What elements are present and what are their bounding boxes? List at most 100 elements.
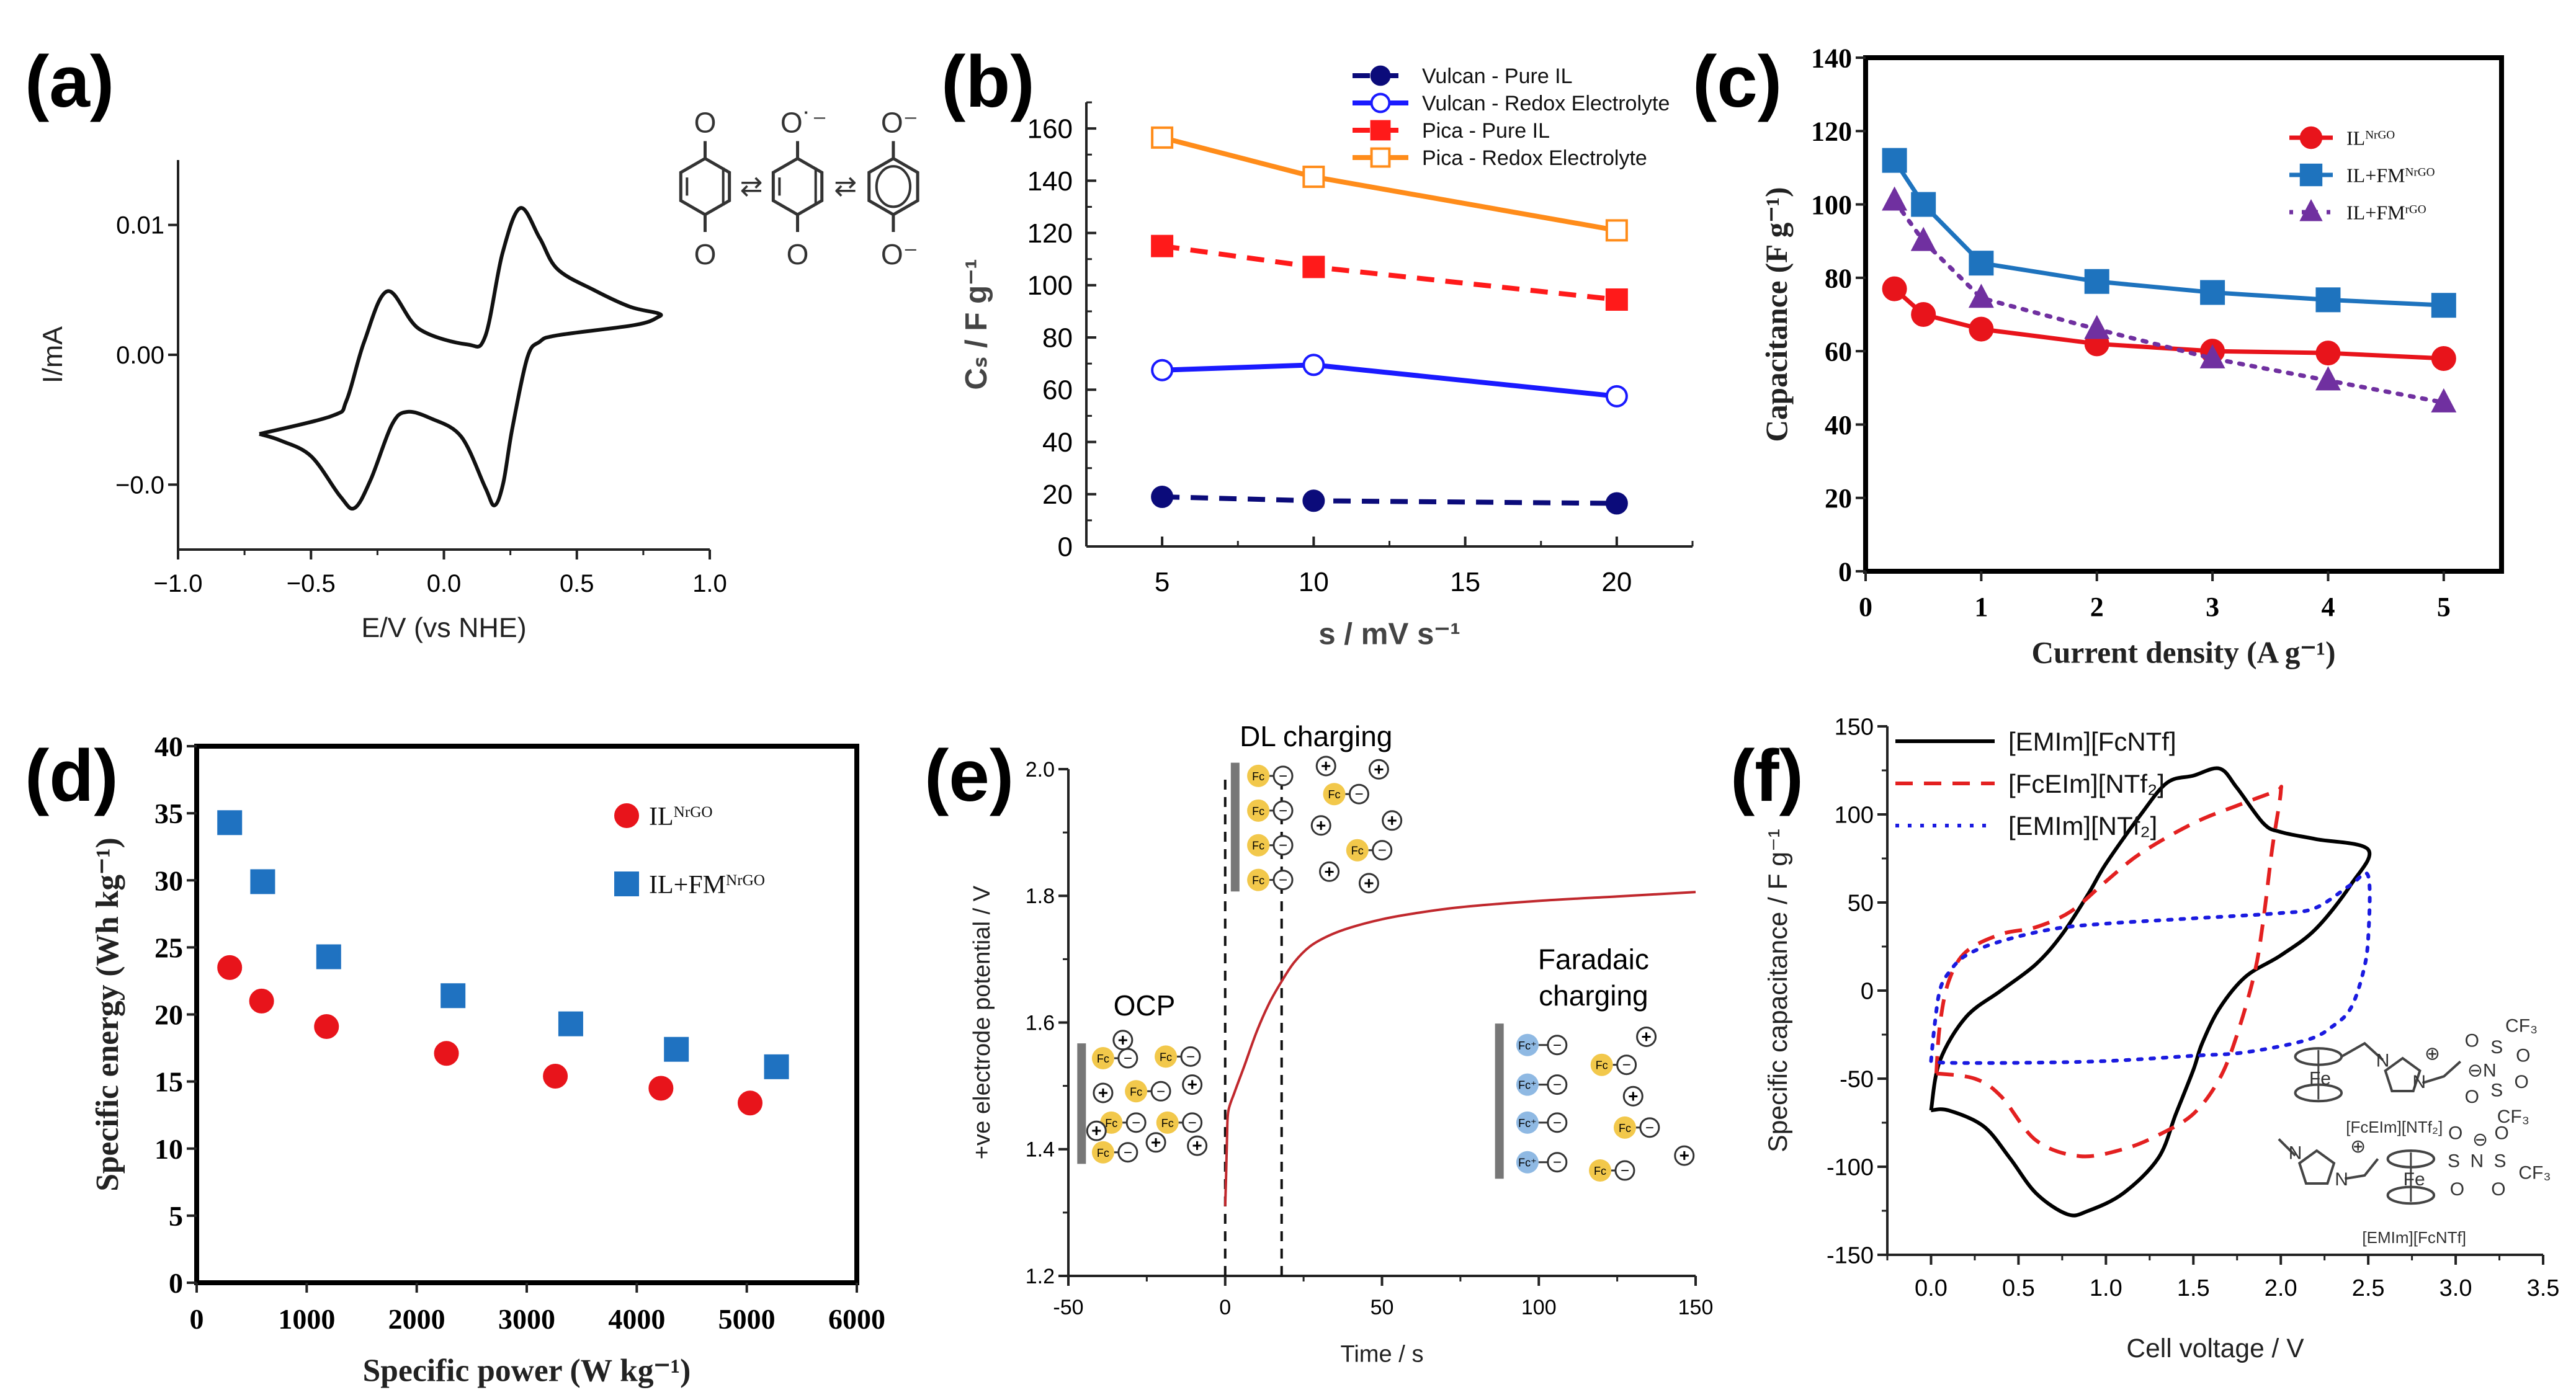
series-0 xyxy=(1151,485,1628,515)
ferrocene-anion: Fc − xyxy=(1125,1080,1171,1103)
atom-label: S xyxy=(2490,1037,2503,1058)
plus-sign: + xyxy=(1364,873,1374,893)
molecule-circle xyxy=(1247,764,1270,787)
cation: + xyxy=(1622,1085,1644,1107)
plot-frame xyxy=(194,744,859,1285)
molecule-circle xyxy=(1516,1033,1539,1056)
legend-label: Vulcan - Redox Electrolyte xyxy=(1422,92,1670,115)
plus-sign: + xyxy=(1316,816,1326,835)
legend-label: Pica - Pure IL xyxy=(1422,119,1550,143)
anion-circle xyxy=(1348,783,1369,804)
structure-caption: [FcEIm][NTf₂] xyxy=(2346,1118,2443,1136)
y-tick-label: 2.0 xyxy=(1026,758,1055,782)
y-tick-label: 0 xyxy=(1838,556,1852,587)
legend-label: ILNrGO xyxy=(2346,127,2395,149)
series-line xyxy=(1929,766,2372,1218)
x-tick-label: 6000 xyxy=(828,1303,885,1335)
molecule-label: Fc xyxy=(1619,1122,1631,1134)
series-2 xyxy=(1929,871,2372,1065)
legend-marker xyxy=(2299,126,2323,149)
x-axis-label: E/V (vs NHE) xyxy=(361,612,526,643)
data-point xyxy=(2315,287,2341,313)
anion-circle xyxy=(1272,765,1294,787)
y-tick-label: 60 xyxy=(1825,337,1852,367)
data-point xyxy=(434,1041,459,1066)
atom-label: ⊖ xyxy=(2472,1130,2488,1150)
y-tick-label: 100 xyxy=(1835,802,1874,828)
series-1 xyxy=(1934,785,2284,1159)
legend-label-superscript: NrGO xyxy=(674,804,713,821)
x-tick-label: 150 xyxy=(1678,1296,1714,1319)
minus-sign: − xyxy=(1124,1050,1132,1067)
panel-label: (b) xyxy=(941,41,1035,123)
minus-sign: − xyxy=(1553,1115,1562,1131)
legend-marker xyxy=(2299,198,2323,221)
y-tick-label: 120 xyxy=(1027,218,1073,249)
data-point xyxy=(1882,186,1908,211)
atom-label: N xyxy=(2289,1143,2302,1163)
anion-circle xyxy=(1125,1112,1147,1133)
x-tick-label: 100 xyxy=(1521,1296,1557,1319)
data-point xyxy=(2084,314,2110,339)
data-point xyxy=(764,1054,789,1079)
atom-label: O xyxy=(2495,1123,2509,1143)
x-tick-label: 1000 xyxy=(278,1303,335,1335)
atom-label: O xyxy=(2465,1030,2479,1051)
y-tick-label: -150 xyxy=(1827,1242,1874,1268)
minus-sign: − xyxy=(1553,1154,1562,1171)
legend-label-text: Vulcan - Pure IL xyxy=(1422,65,1573,88)
atom-label: O xyxy=(787,238,809,270)
legend-label-text: IL+FM xyxy=(2346,202,2405,224)
y-tick-label: 120 xyxy=(1811,117,1852,147)
anion-circle xyxy=(1272,835,1294,856)
y-tick-label: 60 xyxy=(1042,375,1073,406)
y-tick-label: 80 xyxy=(1825,263,1852,293)
anion-circle xyxy=(1639,1117,1660,1138)
cation: + xyxy=(1086,1120,1107,1141)
atom-label: O xyxy=(2448,1123,2462,1143)
y-tick-label: 0.01 xyxy=(116,212,164,239)
cation: + xyxy=(1368,759,1389,780)
y-axis-label: Cₛ / F g⁻¹ xyxy=(959,259,993,390)
data-point xyxy=(314,1014,339,1039)
x-tick-label: 1 xyxy=(1974,592,1988,622)
x-tick-label: 2000 xyxy=(388,1303,445,1335)
ferrocene-anion: Fc − xyxy=(1613,1116,1660,1139)
panel-f: (f) 0.0 0.5 1.0 1.5 2.0 2.5 3.0 3.5 -150 -100 -50 0 5… xyxy=(1730,714,2559,1363)
minus-sign: − xyxy=(1132,1115,1140,1131)
cation-circle xyxy=(1093,1082,1114,1103)
molecule-label: Fc xyxy=(1252,875,1264,887)
cation: + xyxy=(1674,1145,1695,1166)
panel-e: (e) -50 0 50 100 150 1.2 1.4 1.6 1.8 2.0 Time / s +v… xyxy=(924,735,1713,1368)
ferrocene-anion: Fc − xyxy=(1247,799,1294,822)
minus-sign: − xyxy=(1354,786,1363,803)
y-tick-label: 10 xyxy=(154,1133,183,1165)
atom-label: O xyxy=(2514,1072,2528,1092)
molecule-circle xyxy=(1323,783,1346,806)
molecule-label: Fc xyxy=(1130,1085,1142,1098)
y-tick-label: -100 xyxy=(1827,1154,1874,1180)
x-axis-label: Cell voltage / V xyxy=(2126,1334,2304,1363)
anion-circle xyxy=(1547,1152,1568,1173)
y-tick-label: 0.00 xyxy=(116,342,164,369)
cation-circle xyxy=(1187,1135,1208,1156)
electrode-bar xyxy=(1230,762,1240,892)
molecule-circle xyxy=(1613,1116,1636,1139)
legend-label-superscript: NrGO xyxy=(2405,166,2435,179)
legend-label-text: Pica - Pure IL xyxy=(1422,119,1550,143)
molecule-circle xyxy=(1155,1045,1178,1068)
series-line xyxy=(1934,785,2284,1159)
plus-sign: + xyxy=(1091,1121,1101,1140)
x-axis-label: Time / s xyxy=(1341,1342,1424,1368)
legend-item: Pica - Redox Electrolyte xyxy=(1353,146,1647,170)
x-tick-label: 1.0 xyxy=(2090,1275,2122,1301)
cation: + xyxy=(1636,1026,1657,1047)
data-point xyxy=(2431,293,2456,318)
equilibrium-arrow-icon: ⇄ xyxy=(834,171,857,202)
y-tick-label: 40 xyxy=(1825,410,1852,440)
x-axis-label: Specific power (W kg⁻¹) xyxy=(363,1353,691,1388)
atom-label: O xyxy=(2465,1087,2479,1107)
data-point xyxy=(1302,354,1325,377)
